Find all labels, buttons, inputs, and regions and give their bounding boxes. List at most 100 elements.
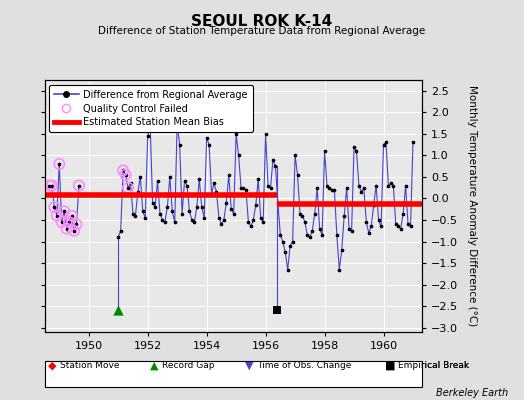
Point — [122, 172, 130, 178]
Point — [212, 189, 221, 195]
Point — [210, 180, 218, 186]
Point — [274, 200, 282, 206]
Point — [391, 221, 400, 228]
Point — [379, 142, 388, 148]
Point — [205, 142, 213, 148]
Point — [347, 228, 356, 234]
Point — [359, 184, 368, 191]
Text: Station Move: Station Move — [60, 362, 120, 370]
Point — [70, 228, 78, 234]
Point — [271, 163, 280, 169]
Point — [116, 228, 125, 234]
Point — [330, 187, 339, 193]
Point — [382, 139, 390, 146]
Point — [409, 139, 417, 146]
Point — [45, 182, 53, 189]
Point — [119, 167, 127, 174]
Text: Empirical Break: Empirical Break — [398, 362, 470, 370]
Point — [225, 172, 233, 178]
Text: ▼: ▼ — [245, 361, 253, 371]
Point — [154, 178, 162, 184]
Point — [122, 172, 130, 178]
Text: Station Move: Station Move — [60, 362, 120, 370]
Point — [195, 176, 203, 182]
Point — [185, 208, 194, 214]
Text: Time of Obs. Change: Time of Obs. Change — [257, 362, 351, 370]
Point — [372, 182, 380, 189]
Point — [335, 266, 343, 273]
Point — [264, 182, 272, 189]
Point — [232, 131, 241, 137]
Point — [52, 212, 61, 219]
Point — [227, 206, 235, 212]
Point — [303, 232, 312, 238]
Point — [146, 122, 155, 128]
Point — [176, 142, 184, 148]
Legend: Difference from Regional Average, Quality Control Failed, Estimated Station Mean: Difference from Regional Average, Qualit… — [49, 85, 253, 132]
Point — [318, 232, 326, 238]
Point — [272, 307, 281, 314]
Point — [269, 156, 277, 163]
Point — [301, 219, 309, 225]
Text: SEOUL ROK K-14: SEOUL ROK K-14 — [191, 14, 333, 29]
Point — [156, 210, 164, 217]
Point — [65, 219, 73, 225]
Point — [62, 226, 71, 232]
Point — [180, 178, 189, 184]
Point — [276, 232, 285, 238]
Text: ■: ■ — [385, 361, 396, 371]
Point — [151, 204, 159, 210]
Point — [305, 234, 314, 240]
Point — [298, 212, 307, 219]
Point — [387, 180, 395, 186]
Point — [291, 152, 299, 158]
Point — [124, 184, 132, 191]
Point — [293, 172, 302, 178]
Point — [249, 217, 257, 223]
Point — [296, 210, 304, 217]
Point — [193, 204, 201, 210]
Point — [281, 249, 289, 256]
Point — [352, 148, 361, 154]
Point — [311, 210, 319, 217]
Point — [394, 223, 402, 230]
Point — [399, 210, 407, 217]
Point — [119, 167, 127, 174]
Point — [242, 187, 250, 193]
Point — [50, 204, 59, 210]
Text: Berkeley Earth: Berkeley Earth — [436, 388, 508, 398]
Point — [202, 135, 211, 141]
Point — [200, 215, 209, 221]
Point — [237, 184, 245, 191]
Point — [65, 219, 73, 225]
Text: Difference of Station Temperature Data from Regional Average: Difference of Station Temperature Data f… — [99, 26, 425, 36]
Point — [178, 210, 187, 217]
Point — [114, 307, 123, 314]
Point — [208, 191, 216, 197]
Point — [234, 152, 243, 158]
Point — [220, 217, 228, 223]
Point — [126, 180, 135, 186]
Point — [244, 219, 253, 225]
Point — [222, 200, 231, 206]
Point — [55, 161, 63, 167]
Point — [286, 243, 294, 249]
Y-axis label: Monthly Temperature Anomaly Difference (°C): Monthly Temperature Anomaly Difference (… — [467, 85, 477, 327]
Point — [377, 223, 385, 230]
Point — [131, 212, 139, 219]
Text: ▲: ▲ — [150, 361, 159, 371]
Point — [188, 217, 196, 223]
Point — [55, 161, 63, 167]
Point — [183, 182, 191, 189]
Point — [288, 238, 297, 245]
Point — [163, 204, 171, 210]
Point — [401, 182, 410, 189]
Point — [333, 232, 341, 238]
Point — [144, 133, 152, 139]
Point — [141, 215, 149, 221]
Point — [215, 215, 223, 221]
Point — [198, 204, 206, 210]
Point — [355, 182, 363, 189]
Point — [161, 219, 169, 225]
Point — [52, 212, 61, 219]
